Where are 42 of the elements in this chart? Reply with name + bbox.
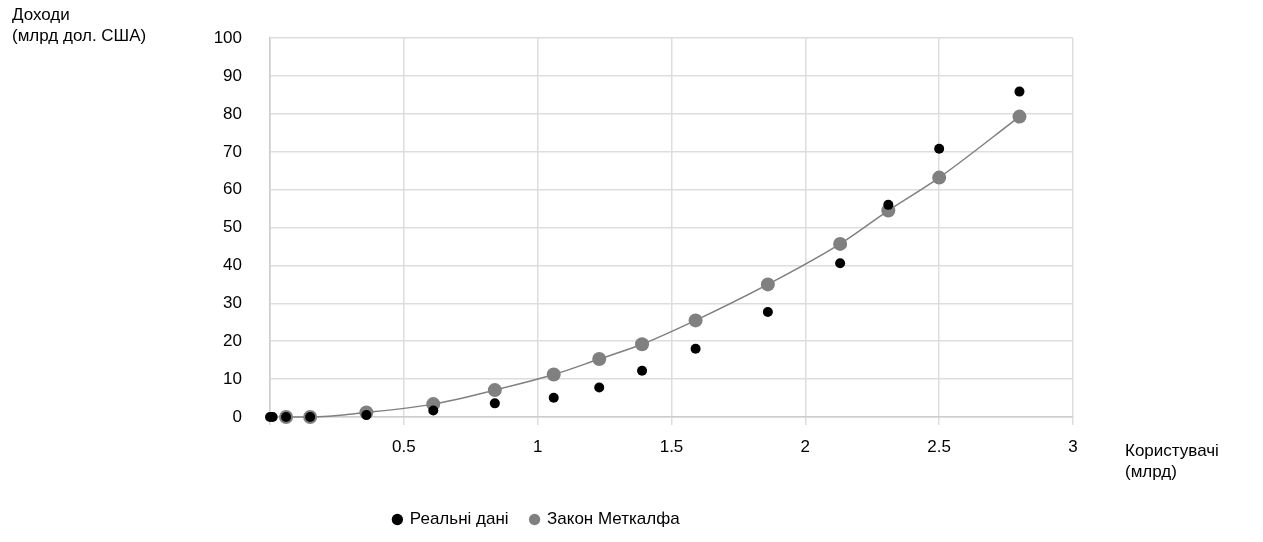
legend-label: Реальні дані [409, 509, 509, 529]
point [760, 277, 775, 292]
point [883, 199, 894, 210]
point [1014, 86, 1025, 97]
point [932, 170, 947, 185]
point [548, 392, 559, 403]
y-tick-label: 10 [223, 368, 242, 388]
y-tick-label: 70 [223, 141, 242, 161]
x-axis-title: Користувачі (млрд) [1125, 440, 1219, 483]
point [690, 343, 701, 354]
x-tick-label: 2 [800, 436, 811, 456]
y-axis-title: Доходи (млрд дол. США) [12, 4, 147, 47]
y-tick-label: 100 [213, 27, 242, 47]
point [833, 236, 848, 251]
point [592, 352, 607, 367]
point [637, 365, 648, 376]
point [934, 143, 945, 154]
x-tick-label: 3 [1068, 436, 1078, 456]
x-tick-label: 0.5 [392, 436, 416, 456]
y-tick-label: 20 [223, 330, 242, 350]
point [835, 258, 846, 269]
x-tick-label: 2.5 [927, 436, 951, 456]
x-tick-label: 1 [532, 436, 543, 456]
point [489, 398, 500, 409]
y-tick-label: 80 [223, 103, 242, 123]
point [1012, 109, 1027, 124]
legend-label: Закон Меткалфа [547, 509, 681, 529]
y-tick-label: 50 [223, 217, 242, 237]
point [487, 383, 502, 398]
point [361, 410, 372, 421]
y-tick-label: 40 [223, 255, 242, 275]
point [635, 337, 650, 352]
x-tick-label: 1.5 [659, 436, 684, 456]
y-tick-label: 60 [223, 179, 242, 199]
point [688, 313, 703, 328]
point [594, 382, 605, 393]
y-tick-label: 30 [223, 293, 242, 313]
y-tick-label: 90 [223, 65, 242, 85]
point [762, 307, 773, 318]
point [546, 367, 561, 382]
point [428, 405, 439, 416]
y-tick-label: 0 [232, 406, 242, 426]
